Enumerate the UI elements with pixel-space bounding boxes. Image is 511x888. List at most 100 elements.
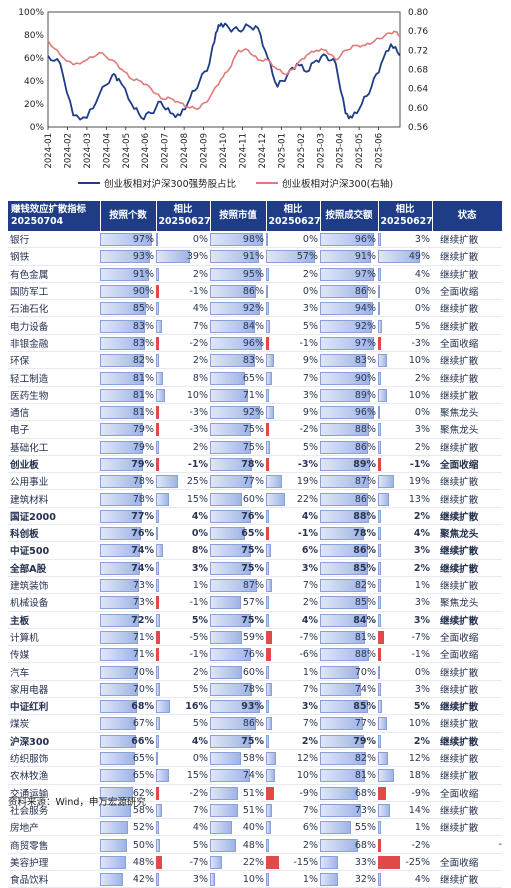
value-bar [320, 873, 338, 887]
value-cell: 83% [210, 351, 266, 370]
value-bar [100, 786, 134, 800]
row-name: 石油石化 [8, 299, 100, 318]
value-label: 73% [132, 580, 154, 592]
x-tick-label: 2025-03 [316, 133, 326, 169]
value-bar [210, 803, 238, 817]
value-label: 86% [354, 286, 376, 298]
change-cell: 1% [266, 662, 320, 681]
x-tick-label: 2025-04 [336, 133, 346, 169]
value-label: 5% [191, 614, 208, 626]
value-bar [266, 319, 271, 333]
change-cell: 5% [378, 697, 432, 716]
y-left-tick-label: 100% [18, 8, 44, 18]
value-bar [266, 475, 283, 489]
change-cell: 1% [266, 870, 320, 888]
value-label: 1% [302, 874, 318, 886]
status-cell: 继续扩散 [432, 697, 502, 716]
value-label: -1% [189, 597, 209, 609]
value-label: 50% [132, 839, 154, 851]
value-bar [100, 250, 151, 264]
row-name: 公用事业 [8, 472, 100, 491]
table-row: 机械设备 73% -1% 57% 2% 85% 3% 聚焦龙头 [8, 593, 502, 612]
value-cell: 68% [320, 835, 378, 854]
status-cell: 继续扩散 [432, 386, 502, 404]
value-bar [320, 613, 368, 627]
table-row: 建筑装饰 73% 1% 87% 7% 82% 1% 继续扩散 [8, 576, 502, 595]
value-label: 89% [354, 389, 376, 401]
change-cell: -1% [156, 282, 210, 301]
change-cell: 3% [156, 870, 210, 888]
change-cell: -3% [266, 455, 320, 474]
value-bar [320, 682, 362, 696]
value-bar [378, 527, 382, 541]
value-label: 40% [242, 822, 264, 834]
change-cell: 39% [156, 247, 210, 266]
value-label: 1% [302, 666, 318, 678]
value-cell: 73% [100, 576, 156, 595]
value-cell: 82% [320, 749, 378, 768]
value-label: -7% [299, 631, 319, 643]
value-label: 0% [192, 753, 208, 765]
table-row: 银行 97% 0% 98% 0% 96% 3% 继续扩散 [8, 231, 502, 249]
value-bar [156, 233, 158, 247]
value-cell: 68% [100, 697, 156, 716]
value-label: 71% [132, 649, 154, 661]
header-vs-turnover: 相比 20250627 [378, 201, 433, 231]
chart-legend: 创业板相对沪深300强势股占比 创业板相对沪深300(右轴) [0, 176, 511, 192]
x-tick-label: 2025-01 [277, 133, 287, 169]
table-row: 农林牧渔 65% 15% 74% 10% 81% 18% 继续扩散 [8, 766, 502, 785]
value-bar [156, 561, 159, 575]
value-cell: 93% [100, 247, 156, 266]
diffusion-table: 赚钱效应扩散指标 20250704 按照个数 相比 20250627 按照市值 相比… [8, 201, 503, 888]
y-left-tick-label: 40% [24, 77, 44, 87]
value-bar [378, 717, 387, 731]
table-row: 家用电器 70% 5% 78% 7% 74% 3% 继续扩散 [8, 680, 502, 699]
value-bar [266, 509, 270, 523]
value-cell: 57% [210, 593, 266, 612]
value-label: 4% [301, 510, 318, 522]
value-bar [378, 769, 394, 783]
value-cell: 77% [320, 714, 378, 733]
value-label: 57% [296, 251, 318, 263]
value-label: 81% [132, 372, 154, 384]
value-label: 12% [408, 753, 430, 765]
change-cell: 7% [266, 576, 320, 595]
value-bar [378, 579, 381, 593]
change-cell: 25% [156, 472, 210, 491]
value-bar [266, 665, 269, 679]
value-label: 10% [186, 389, 208, 401]
value-bar [266, 596, 269, 610]
value-bar [378, 544, 381, 558]
change-cell: 3% [378, 611, 432, 629]
value-label: 1% [414, 580, 430, 592]
value-label: 3% [413, 614, 430, 626]
change-cell: -3% [378, 334, 432, 353]
value-label: 88% [354, 424, 376, 436]
change-cell: 3% [378, 680, 432, 699]
value-label: 65% [132, 753, 154, 765]
value-cell: 98% [210, 231, 266, 249]
value-bar [100, 406, 144, 420]
value-label: 22% [242, 856, 264, 868]
value-bar [320, 302, 373, 316]
value-label: 77% [131, 510, 154, 522]
legend-item-1: 创业板相对沪深300强势股占比 [78, 176, 236, 190]
value-label: 2% [413, 735, 430, 747]
y-left-tick-label: 20% [24, 100, 44, 110]
value-label: 13% [408, 493, 430, 505]
value-bar [100, 423, 143, 437]
change-cell: 15% [156, 489, 210, 508]
value-cell: 97% [100, 231, 156, 249]
value-cell: 79% [100, 455, 156, 474]
value-label: 57% [242, 597, 264, 609]
change-cell: 19% [266, 472, 320, 491]
value-cell: 75% [210, 732, 266, 750]
row-name: 中证500 [8, 541, 100, 560]
change-cell: 3% [266, 386, 320, 404]
change-cell: 9% [266, 403, 320, 422]
value-cell: 75% [210, 438, 266, 456]
y-right-tick-label: 0.64 [408, 85, 428, 95]
value-label: 58% [242, 753, 264, 765]
table-row: 轻工制造 81% 8% 65% 7% 90% 2% 继续扩散 [8, 368, 502, 387]
value-bar [320, 285, 369, 299]
